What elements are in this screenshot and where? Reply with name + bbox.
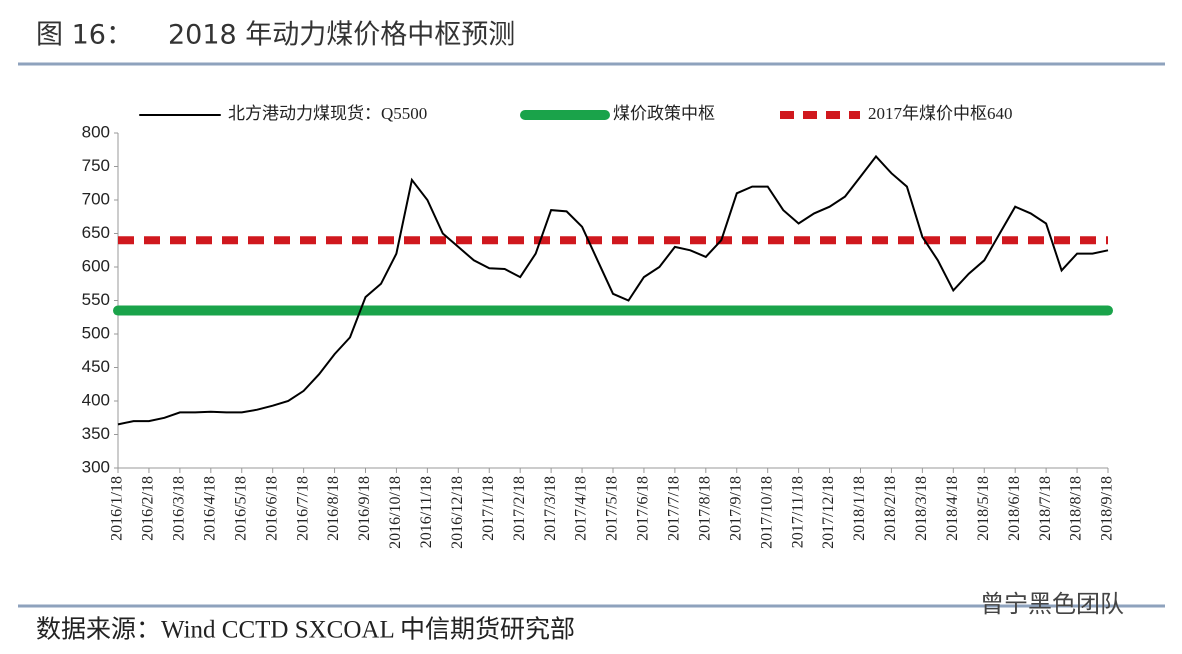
x-tick-label: 2018/3/18: [913, 476, 930, 541]
y-tick-label: 300: [82, 457, 110, 476]
x-tick-label: 2017/12/18: [820, 476, 837, 549]
y-tick-label: 400: [82, 390, 110, 409]
y-tick-label: 700: [82, 189, 110, 208]
x-tick-label: 2017/9/18: [727, 476, 744, 541]
x-tick-label: 2017/7/18: [666, 476, 683, 541]
x-tick-label: 2018/2/18: [882, 476, 899, 541]
x-tick-label: 2017/4/18: [573, 476, 590, 541]
x-tick-label: 2016/1/18: [109, 476, 126, 541]
legend-label: 2017年煤价中枢640: [868, 104, 1013, 123]
source: 数据来源：Wind CCTD SXCOAL 中信期货研究部: [36, 616, 575, 644]
x-tick-label: 2016/9/18: [356, 476, 373, 541]
x-tick-label: 2018/6/18: [1006, 476, 1023, 541]
x-tick-label: 2016/7/18: [294, 476, 311, 541]
x-tick-label: 2017/1/18: [480, 476, 497, 541]
x-tick-label: 2016/12/18: [449, 476, 466, 549]
y-tick-label: 650: [82, 223, 110, 242]
series-line: [117, 154, 1109, 426]
y-tick-label: 600: [82, 256, 110, 275]
figure-label: 图 16：: [36, 20, 133, 51]
legend-label: 煤价政策中枢: [613, 104, 715, 123]
watermark: 曾宁黑色团队: [980, 590, 1124, 618]
y-tick-label: 350: [82, 424, 110, 443]
chart-title: 2018 年动力煤价格中枢预测: [168, 20, 515, 51]
x-tick-label: 2017/2/18: [511, 476, 528, 541]
y-tick-label: 550: [82, 290, 110, 309]
x-tick-label: 2016/8/18: [325, 476, 342, 541]
x-tick-label: 2017/8/18: [696, 476, 713, 541]
x-tick-label: 2017/10/18: [758, 476, 775, 549]
x-tick-label: 2016/3/18: [171, 476, 188, 541]
x-tick-label: 2018/1/18: [851, 476, 868, 541]
x-tick-label: 2018/5/18: [975, 476, 992, 541]
x-tick-label: 2018/9/18: [1099, 476, 1116, 541]
x-tick-label: 2018/4/18: [944, 476, 961, 541]
y-tick-label: 450: [82, 357, 110, 376]
x-tick-label: 2017/3/18: [542, 476, 559, 541]
x-tick-label: 2017/5/18: [604, 476, 621, 541]
x-tick-label: 2016/6/18: [263, 476, 280, 541]
x-tick-label: 2016/4/18: [201, 476, 218, 541]
y-tick-label: 750: [82, 156, 110, 175]
x-tick-label: 2017/11/18: [789, 476, 806, 548]
x-tick-label: 2017/6/18: [635, 476, 652, 541]
x-tick-label: 2018/8/18: [1068, 476, 1085, 541]
x-tick-label: 2016/5/18: [232, 476, 249, 541]
legend-label: 北方港动力煤现货：Q5500: [228, 104, 427, 123]
y-tick-label: 500: [82, 323, 110, 342]
x-tick-label: 2018/7/18: [1037, 476, 1054, 541]
x-tick-label: 2016/11/18: [418, 476, 435, 548]
y-tick-label: 800: [82, 122, 110, 141]
x-tick-label: 2016/2/18: [140, 476, 157, 541]
x-tick-label: 2016/10/18: [387, 476, 404, 549]
